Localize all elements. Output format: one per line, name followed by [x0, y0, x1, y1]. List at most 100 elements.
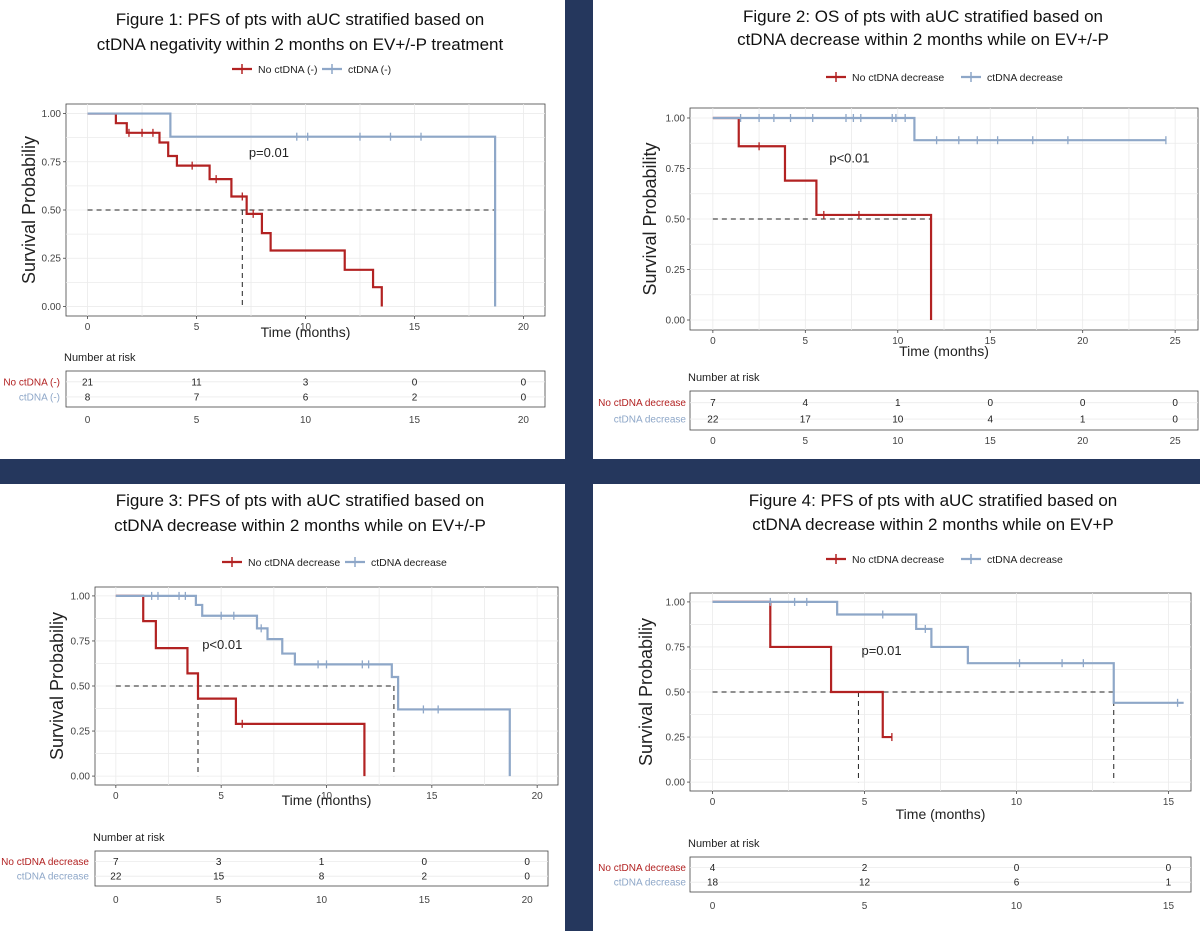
- risk-count: 2: [422, 872, 428, 883]
- y-axis-label: Survival Probabiliy: [19, 136, 39, 284]
- risk-count: 3: [303, 377, 309, 388]
- risk-count: 22: [110, 872, 122, 883]
- p-value-label: p=0.01: [861, 643, 901, 658]
- risk-count: 0: [1172, 415, 1178, 426]
- y-tick-label: 0.00: [666, 316, 686, 327]
- x-tick-label: 20: [1077, 336, 1089, 347]
- p-value-label: p<0.01: [829, 150, 869, 165]
- risk-count: 8: [85, 392, 91, 403]
- risk-x-tick-label: 10: [300, 415, 312, 426]
- risk-strata-label: No ctDNA decrease: [1, 857, 89, 868]
- risk-x-tick-label: 0: [710, 901, 716, 912]
- risk-count: 1: [895, 398, 901, 409]
- legend-label: No ctDNA (-): [258, 64, 318, 76]
- risk-count: 18: [707, 878, 719, 889]
- risk-table: [689, 390, 1199, 431]
- x-tick-label: 15: [426, 791, 438, 802]
- risk-table-title: Number at risk: [93, 832, 165, 844]
- x-axis-label: Time (months): [899, 343, 989, 359]
- risk-count: 2: [862, 863, 868, 874]
- km-chart-svg: Figure 4: PFS of pts with aUC stratified…: [598, 491, 1192, 912]
- y-tick-label: 0.25: [666, 265, 686, 276]
- km-curve-red: [712, 600, 892, 739]
- risk-count: 4: [710, 863, 716, 874]
- legend-label: ctDNA (-): [348, 64, 391, 76]
- risk-count: 7: [710, 398, 716, 409]
- risk-count: 1: [1080, 415, 1086, 426]
- risk-count: 0: [521, 392, 527, 403]
- risk-strata-label: ctDNA decrease: [17, 872, 90, 883]
- risk-strata-label: No ctDNA decrease: [598, 863, 686, 874]
- risk-table-title: Number at risk: [64, 352, 136, 364]
- y-tick-label: 0.25: [71, 727, 91, 738]
- legend-label: ctDNA decrease: [987, 72, 1063, 84]
- y-tick-label: 0.00: [666, 778, 686, 789]
- km-curve-red: [115, 594, 366, 777]
- legend-label: No ctDNA decrease: [852, 72, 944, 84]
- y-tick-label: 1.00: [42, 109, 62, 120]
- x-tick-label: 5: [194, 322, 200, 333]
- risk-count: 0: [1166, 863, 1172, 874]
- figure-title-line: ctDNA negativity within 2 months on EV+/…: [97, 35, 504, 54]
- legend-label: No ctDNA decrease: [248, 557, 340, 569]
- figure-title-line: ctDNA decrease within 2 months while on …: [752, 515, 1113, 534]
- risk-count: 6: [1014, 878, 1020, 889]
- risk-x-tick-label: 20: [1077, 436, 1089, 447]
- km-chart-svg: Figure 2: OS of pts with aUC stratified …: [598, 7, 1199, 447]
- risk-count: 12: [859, 878, 871, 889]
- km-chart-svg: Figure 3: PFS of pts with aUC stratified…: [1, 491, 559, 906]
- risk-x-tick-label: 20: [522, 895, 534, 906]
- y-axis-label: Survival Probability: [640, 142, 660, 295]
- p-value-label: p<0.01: [202, 637, 242, 652]
- risk-strata-label: ctDNA decrease: [614, 415, 687, 426]
- y-tick-label: 0.50: [71, 682, 91, 693]
- legend-label: ctDNA decrease: [987, 554, 1063, 566]
- km-curve-red: [87, 112, 383, 307]
- x-tick-label: 15: [1163, 797, 1175, 808]
- p-value-label: p=0.01: [249, 145, 289, 160]
- x-tick-label: 10: [892, 336, 904, 347]
- risk-x-tick-label: 5: [194, 415, 200, 426]
- risk-count: 17: [800, 415, 812, 426]
- risk-x-tick-label: 10: [892, 436, 904, 447]
- x-tick-label: 10: [300, 322, 312, 333]
- risk-table-title: Number at risk: [688, 372, 760, 384]
- risk-count: 0: [524, 872, 530, 883]
- km-curve-blue: [87, 112, 497, 307]
- risk-count: 3: [216, 857, 222, 868]
- x-tick-label: 5: [218, 791, 224, 802]
- risk-strata-label: No ctDNA decrease: [598, 398, 686, 409]
- km-curve-blue: [115, 594, 511, 777]
- risk-table: [65, 370, 546, 408]
- risk-count: 0: [1014, 863, 1020, 874]
- risk-x-tick-label: 15: [409, 415, 421, 426]
- figure-title-line: Figure 3: PFS of pts with aUC stratified…: [116, 491, 485, 510]
- risk-strata-label: ctDNA (-): [19, 392, 60, 403]
- risk-count: 0: [521, 377, 527, 388]
- x-tick-label: 5: [862, 797, 868, 808]
- risk-count: 2: [412, 392, 418, 403]
- risk-count: 4: [803, 398, 809, 409]
- x-axis-label: Time (months): [896, 806, 986, 822]
- risk-count: 1: [1166, 878, 1172, 889]
- y-tick-label: 0.75: [71, 636, 91, 647]
- risk-x-tick-label: 15: [985, 436, 997, 447]
- figure-title-line: ctDNA decrease within 2 months while on …: [737, 30, 1109, 49]
- x-tick-label: 5: [803, 336, 809, 347]
- km-chart-svg: Figure 1: PFS of pts with aUC stratified…: [3, 10, 546, 426]
- y-tick-label: 0.75: [666, 164, 686, 175]
- x-tick-label: 0: [710, 336, 716, 347]
- risk-x-tick-label: 0: [85, 415, 91, 426]
- risk-count: 0: [1080, 398, 1086, 409]
- km-curve-red: [712, 116, 933, 321]
- y-axis-label: Survival Probabiliy: [47, 612, 67, 760]
- km-curve-blue: [712, 600, 1184, 704]
- risk-x-tick-label: 5: [862, 901, 868, 912]
- risk-table: [94, 850, 549, 887]
- x-tick-label: 0: [113, 791, 119, 802]
- y-tick-label: 0.25: [42, 254, 62, 265]
- figure-title-line: Figure 1: PFS of pts with aUC stratified…: [116, 10, 485, 29]
- x-tick-label: 15: [985, 336, 997, 347]
- risk-count: 15: [213, 872, 225, 883]
- risk-x-tick-label: 0: [710, 436, 716, 447]
